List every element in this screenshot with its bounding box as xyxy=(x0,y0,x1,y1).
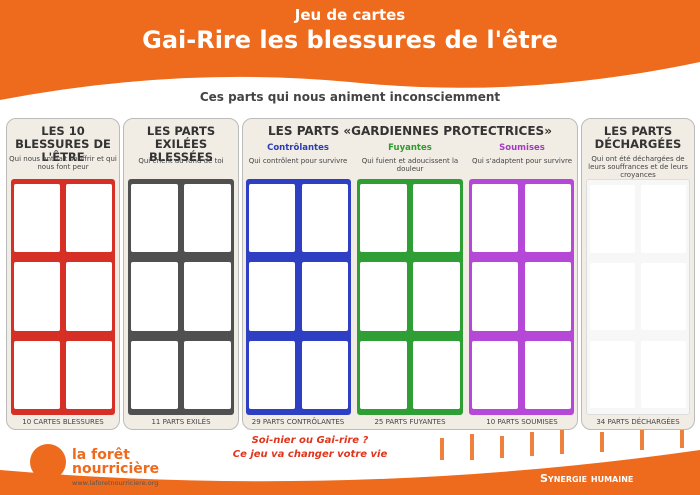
card xyxy=(301,340,348,410)
section-subtitle: Qui fuient et adoucissent la douleur xyxy=(361,157,459,173)
panel-discharged: LES PARTS DÉCHARGÉES Qui ont été décharg… xyxy=(581,118,695,430)
card xyxy=(472,183,519,253)
card xyxy=(590,262,635,331)
card xyxy=(472,262,519,331)
card xyxy=(472,340,519,410)
panel-title: LES 10 BLESSURES DE L'ÊTRE xyxy=(15,124,111,164)
card xyxy=(413,183,460,253)
card xyxy=(14,262,60,331)
card-grid xyxy=(128,179,234,415)
card xyxy=(413,262,460,331)
panel-title: LES PARTS EXILÉES BLESSÉES xyxy=(146,124,216,164)
section-subtitle: Qui contrôlent pour survivre xyxy=(248,157,348,165)
card xyxy=(590,340,635,409)
panel-footer: 34 PARTS DÉCHARGÉES xyxy=(596,418,680,426)
panel-subtitle: Qui crient au fond de toi xyxy=(138,157,224,165)
card xyxy=(66,340,112,410)
card xyxy=(641,340,686,409)
panel-footer: 11 PARTS EXILÉS xyxy=(151,418,211,426)
card xyxy=(184,183,231,253)
card xyxy=(249,262,296,331)
section-footer: 10 PARTS SOUMISES xyxy=(486,418,558,426)
card xyxy=(131,183,178,253)
section-name: Soumises xyxy=(499,143,545,153)
card xyxy=(131,262,178,331)
card-grid xyxy=(586,179,690,415)
card xyxy=(641,184,686,253)
panel-guardians: LES PARTS «GARDIENNES PROTECTRICES» Cont… xyxy=(242,118,578,430)
card xyxy=(301,262,348,331)
card xyxy=(301,183,348,253)
panel-exiled: LES PARTS EXILÉES BLESSÉES Qui crient au… xyxy=(123,118,239,430)
section-footer: 25 PARTS FUYANTES xyxy=(374,418,446,426)
card xyxy=(184,340,231,410)
card-grid xyxy=(11,179,115,415)
section-name: Fuyantes xyxy=(388,143,432,153)
card xyxy=(131,340,178,410)
card xyxy=(14,340,60,410)
panel-subtitle: Qui ont été déchargées de leurs souffran… xyxy=(588,155,688,179)
card xyxy=(360,262,407,331)
card xyxy=(360,183,407,253)
card-grid xyxy=(357,179,463,415)
url: www.laforetnourriciere.org xyxy=(72,479,159,487)
card xyxy=(184,262,231,331)
panel-title: LES PARTS «GARDIENNES PROTECTRICES» xyxy=(268,124,552,138)
card xyxy=(641,262,686,331)
card xyxy=(14,183,60,253)
card xyxy=(249,183,296,253)
title: Gai-Rire les blessures de l'être xyxy=(142,26,558,54)
section-subtitle: Qui s'adaptent pour survivre xyxy=(471,157,573,165)
card xyxy=(66,262,112,331)
header-band xyxy=(0,0,700,100)
panel-title: LES PARTS DÉCHARGÉES xyxy=(594,124,682,151)
section-footer: 29 PARTS CONTRÔLANTES xyxy=(251,418,345,426)
card xyxy=(413,340,460,410)
logo-text: la forêt nourricière xyxy=(72,447,160,477)
card-grid xyxy=(246,179,351,415)
panel-footer: 10 CARTES BLESSURES xyxy=(22,418,104,426)
card xyxy=(590,184,635,253)
slogan: Ce jeu va changer votre vie xyxy=(232,449,388,460)
panel-wounds: LES 10 BLESSURES DE L'ÊTRE Qui nous ont … xyxy=(6,118,120,430)
card-grid xyxy=(469,179,574,415)
slogan: Soi-nier ou Gai-rire ? xyxy=(251,435,369,446)
card xyxy=(524,183,571,253)
card xyxy=(524,340,571,410)
footer-band xyxy=(0,430,700,495)
panel-subtitle: Qui nous ont fait souffrir et qui nous f… xyxy=(9,155,117,171)
kicker: Jeu de cartes xyxy=(294,6,406,24)
tagline: Ces parts qui nous animent inconsciemmen… xyxy=(199,90,501,104)
card xyxy=(360,340,407,410)
brand: Synergie humaine xyxy=(540,472,634,485)
card xyxy=(249,340,296,410)
card xyxy=(524,262,571,331)
card xyxy=(66,183,112,253)
section-name: Contrôlantes xyxy=(267,143,329,153)
